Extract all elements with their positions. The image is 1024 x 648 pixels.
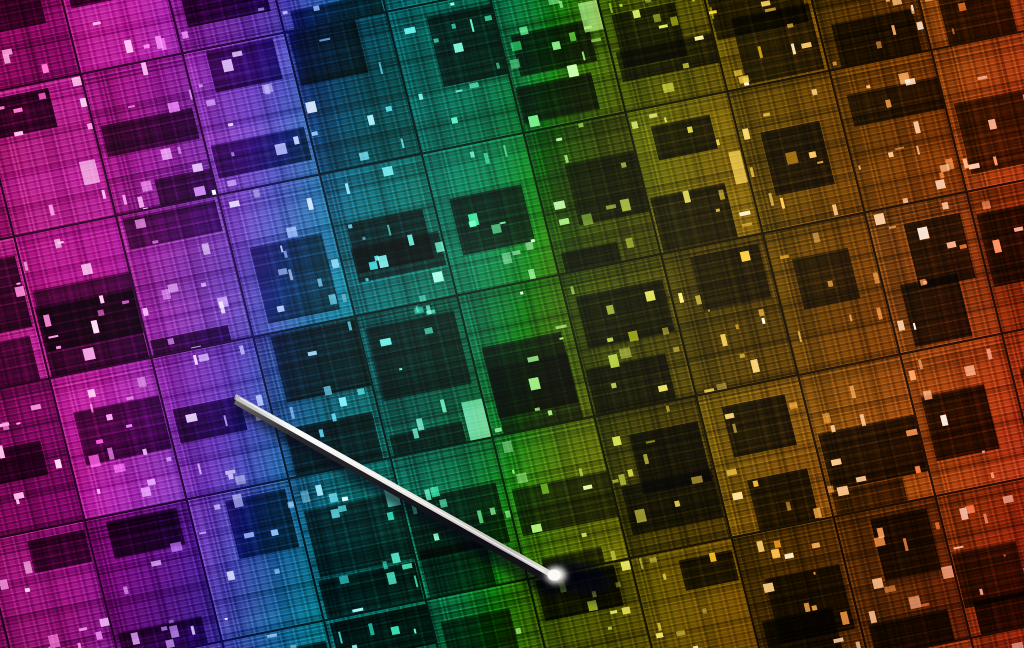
die-bond-pad bbox=[935, 179, 946, 190]
die-bond-pad bbox=[519, 26, 529, 36]
die-bond-pad bbox=[740, 251, 751, 262]
die-bond-pad bbox=[615, 582, 621, 588]
die-bond-pad bbox=[167, 338, 174, 346]
die-bond-pad bbox=[201, 283, 206, 287]
die-bond-pad bbox=[922, 390, 932, 400]
die-bond-pad bbox=[285, 226, 297, 238]
die-bond-pad bbox=[1004, 554, 1007, 557]
die-bond-pad bbox=[261, 83, 274, 95]
die-bond-pad bbox=[362, 236, 366, 240]
die-bond-pad bbox=[619, 4, 623, 8]
die-bond-pad bbox=[773, 540, 781, 548]
die-bond-pad bbox=[608, 626, 612, 630]
die-bond-pad bbox=[141, 487, 152, 497]
die-bond-pad bbox=[98, 310, 105, 316]
die-bond-pad bbox=[369, 261, 379, 271]
die-bond-pad bbox=[167, 101, 180, 113]
die-bond-pad bbox=[515, 627, 522, 634]
die-bond-pad bbox=[510, 41, 522, 52]
die-bond-pad bbox=[621, 162, 627, 168]
die-grid bbox=[0, 0, 1024, 648]
die-bond-pad bbox=[964, 365, 976, 377]
die-bond-pad bbox=[38, 92, 46, 100]
die-bond-pad bbox=[510, 59, 520, 69]
die-bond-pad bbox=[274, 143, 287, 156]
die-bond-pad bbox=[520, 291, 524, 295]
wafer-photograph: Close-up of a patterned silicon wafer sh… bbox=[0, 0, 1024, 648]
die-bond-pad bbox=[687, 126, 693, 132]
die-bond-pad bbox=[811, 89, 818, 96]
die-bond-pad bbox=[957, 3, 966, 12]
die-bond-pad bbox=[1012, 642, 1024, 648]
die-bond-pad bbox=[611, 383, 616, 388]
die-bond-pad bbox=[758, 309, 765, 316]
die-bond-pad bbox=[451, 117, 458, 124]
die-bond-pad bbox=[491, 224, 502, 235]
die-bond-pad bbox=[432, 271, 444, 282]
die-bond-pad bbox=[165, 639, 175, 648]
die-bond-pad bbox=[811, 605, 817, 611]
die-bond-pad bbox=[652, 13, 661, 22]
die-bond-pad bbox=[982, 450, 985, 453]
die-bond-pad bbox=[827, 280, 834, 286]
die-bond-pad bbox=[358, 151, 369, 161]
die-bond-pad bbox=[981, 200, 991, 209]
die-bond-pad bbox=[230, 152, 235, 157]
die-bond-pad bbox=[515, 472, 527, 484]
die-bond-pad bbox=[14, 286, 25, 297]
die-bond-pad bbox=[348, 224, 353, 229]
die-bond-pad bbox=[391, 626, 400, 635]
die-bond-pad bbox=[872, 578, 884, 590]
die-bond-pad bbox=[453, 43, 464, 53]
die-bond-pad bbox=[644, 291, 656, 302]
die-bond-pad bbox=[939, 172, 945, 179]
die-bond-pad bbox=[920, 279, 927, 286]
die-bond-pad bbox=[228, 474, 234, 480]
die-bond-pad bbox=[832, 61, 838, 66]
die-bond-pad bbox=[707, 310, 710, 312]
die-bond-pad bbox=[770, 549, 780, 559]
die-bond-pad bbox=[887, 151, 893, 157]
die-bond-pad bbox=[274, 568, 280, 574]
die-bond-pad bbox=[813, 571, 817, 575]
die-bond-pad bbox=[619, 347, 632, 359]
die-bond-pad bbox=[552, 41, 562, 51]
